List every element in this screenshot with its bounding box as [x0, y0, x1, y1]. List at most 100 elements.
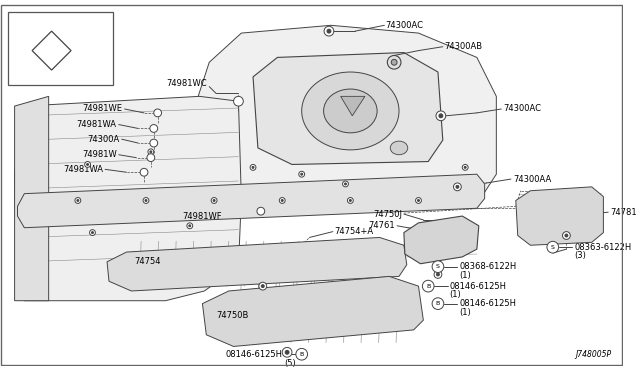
- Text: J748005P: J748005P: [575, 350, 611, 359]
- Text: INSULATOR FUSIBLE: INSULATOR FUSIBLE: [13, 19, 89, 29]
- Text: 08146-6125H: 08146-6125H: [450, 282, 507, 291]
- Text: 74882R: 74882R: [37, 73, 67, 82]
- Circle shape: [257, 207, 265, 215]
- Text: B: B: [300, 352, 304, 357]
- Ellipse shape: [301, 72, 399, 150]
- Circle shape: [434, 270, 442, 278]
- Text: 08146-6125H: 08146-6125H: [225, 350, 282, 359]
- Polygon shape: [404, 216, 479, 264]
- Circle shape: [456, 185, 459, 188]
- Circle shape: [344, 183, 346, 185]
- Polygon shape: [17, 174, 484, 228]
- Circle shape: [250, 164, 256, 170]
- Text: 74300AC: 74300AC: [385, 21, 424, 30]
- Polygon shape: [107, 237, 407, 291]
- Circle shape: [436, 273, 440, 276]
- Circle shape: [327, 29, 331, 33]
- Text: 74300AC: 74300AC: [503, 105, 541, 113]
- Circle shape: [211, 198, 217, 203]
- Circle shape: [282, 347, 292, 357]
- Circle shape: [279, 198, 285, 203]
- Circle shape: [150, 125, 157, 132]
- Text: (5): (5): [284, 359, 296, 368]
- Circle shape: [140, 169, 148, 176]
- Circle shape: [189, 225, 191, 227]
- Circle shape: [281, 199, 284, 202]
- Circle shape: [187, 223, 193, 229]
- Polygon shape: [202, 276, 423, 346]
- Circle shape: [439, 114, 443, 118]
- Circle shape: [422, 280, 434, 292]
- Circle shape: [84, 161, 90, 167]
- Ellipse shape: [324, 89, 377, 133]
- Polygon shape: [516, 187, 604, 245]
- Text: 74981WA: 74981WA: [63, 165, 103, 174]
- Text: 74300AB: 74300AB: [445, 42, 483, 51]
- Circle shape: [296, 349, 308, 360]
- Text: 74781: 74781: [610, 208, 637, 217]
- Text: 74761: 74761: [369, 221, 395, 230]
- Circle shape: [154, 109, 161, 117]
- Circle shape: [547, 241, 559, 253]
- Ellipse shape: [390, 141, 408, 155]
- Text: S: S: [436, 264, 440, 269]
- Text: 08146-6125H: 08146-6125H: [460, 299, 516, 308]
- Text: 74981WF: 74981WF: [182, 212, 222, 221]
- Text: 74981WA: 74981WA: [77, 120, 116, 129]
- Text: 74750J: 74750J: [373, 209, 402, 219]
- Circle shape: [234, 96, 243, 106]
- Circle shape: [462, 164, 468, 170]
- Text: (1): (1): [450, 291, 461, 299]
- Circle shape: [349, 199, 351, 202]
- Circle shape: [92, 232, 93, 234]
- Polygon shape: [15, 96, 241, 301]
- Text: S: S: [551, 245, 555, 250]
- Circle shape: [213, 199, 215, 202]
- Circle shape: [391, 60, 397, 65]
- Circle shape: [150, 151, 152, 153]
- Text: 08363-6122H: 08363-6122H: [574, 243, 632, 252]
- Text: 74754: 74754: [134, 257, 161, 266]
- Circle shape: [432, 298, 444, 310]
- Circle shape: [259, 282, 267, 290]
- Text: 74300A: 74300A: [88, 135, 120, 144]
- Text: 74981WC: 74981WC: [166, 79, 207, 88]
- Circle shape: [454, 183, 461, 191]
- Circle shape: [299, 171, 305, 177]
- Circle shape: [143, 198, 149, 203]
- Text: 74981WE: 74981WE: [83, 105, 123, 113]
- Circle shape: [432, 261, 444, 273]
- Text: 74300AA: 74300AA: [513, 174, 551, 183]
- Circle shape: [417, 199, 419, 202]
- Text: 08368-6122H: 08368-6122H: [460, 262, 516, 271]
- Circle shape: [148, 149, 154, 155]
- Circle shape: [348, 198, 353, 203]
- Text: 74981W: 74981W: [82, 150, 116, 159]
- Polygon shape: [196, 25, 497, 208]
- Polygon shape: [340, 96, 365, 116]
- Circle shape: [86, 164, 88, 166]
- FancyBboxPatch shape: [8, 12, 113, 85]
- Text: (1): (1): [460, 308, 471, 317]
- Circle shape: [563, 232, 570, 240]
- Circle shape: [77, 199, 79, 202]
- Circle shape: [75, 198, 81, 203]
- Circle shape: [147, 154, 155, 161]
- Circle shape: [145, 199, 147, 202]
- Polygon shape: [15, 96, 49, 301]
- Circle shape: [301, 173, 303, 175]
- Circle shape: [324, 26, 334, 36]
- Text: (1): (1): [460, 271, 471, 280]
- Circle shape: [342, 181, 348, 187]
- Circle shape: [261, 285, 264, 288]
- Circle shape: [436, 111, 445, 121]
- Circle shape: [565, 234, 568, 237]
- Circle shape: [285, 350, 289, 354]
- Circle shape: [464, 166, 466, 169]
- Text: 74754+A: 74754+A: [335, 227, 374, 236]
- Circle shape: [150, 139, 157, 147]
- Circle shape: [252, 166, 254, 169]
- Text: 74750B: 74750B: [217, 311, 249, 320]
- Text: B: B: [426, 283, 430, 289]
- Circle shape: [415, 198, 421, 203]
